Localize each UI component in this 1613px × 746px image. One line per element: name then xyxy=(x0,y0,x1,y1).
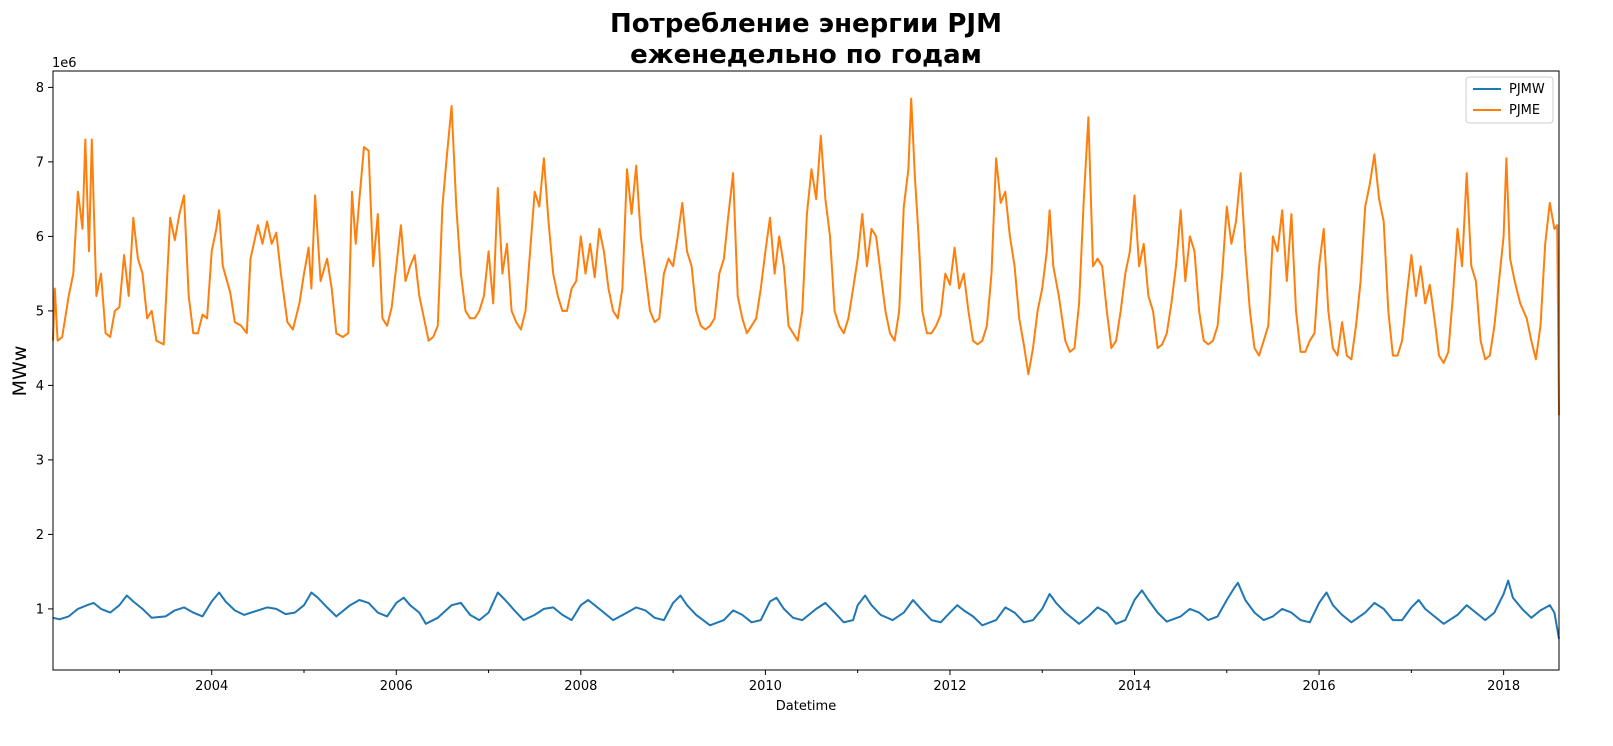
y-axis: 1 2 3 4 5 6 7 8 xyxy=(36,81,53,617)
y-axis-label: MWw xyxy=(9,346,31,397)
legend-label-pjmw: PJMW xyxy=(1509,82,1545,97)
chart-title-line-2: еженедельно по годам xyxy=(630,40,982,70)
y-offset-label: 1e6 xyxy=(52,56,77,71)
plot-lines xyxy=(52,97,1560,639)
series-line-pjme xyxy=(52,97,1560,416)
x-tick-label: 2006 xyxy=(380,679,413,694)
chart-title-line-1: Потребление энергии PJM xyxy=(610,9,1002,39)
x-axis: 2004 2006 2008 2010 2012 2014 2016 2018 xyxy=(118,670,1520,694)
x-tick-label: 2008 xyxy=(564,679,597,694)
y-tick-label: 4 xyxy=(36,379,44,394)
legend-label-pjme: PJME xyxy=(1509,103,1540,118)
y-tick-label: 8 xyxy=(36,81,44,96)
x-tick-label: 2010 xyxy=(749,679,782,694)
x-tick-label: 2018 xyxy=(1487,679,1520,694)
y-tick-label: 1 xyxy=(36,602,44,617)
x-axis-label: Datetime xyxy=(776,699,836,714)
legend: PJMW PJME xyxy=(1465,76,1554,124)
y-tick-label: 6 xyxy=(36,230,44,245)
x-tick-label: 2012 xyxy=(933,679,966,694)
plot-area-frame xyxy=(52,70,1560,671)
y-tick-label: 7 xyxy=(36,155,44,170)
x-tick-label: 2004 xyxy=(195,679,228,694)
y-tick-label: 3 xyxy=(36,453,44,468)
x-tick-label: 2014 xyxy=(1118,679,1151,694)
x-tick-label: 2016 xyxy=(1303,679,1336,694)
y-tick-label: 5 xyxy=(36,304,44,319)
series-line-pjmw xyxy=(52,579,1560,639)
y-tick-label: 2 xyxy=(36,528,44,543)
